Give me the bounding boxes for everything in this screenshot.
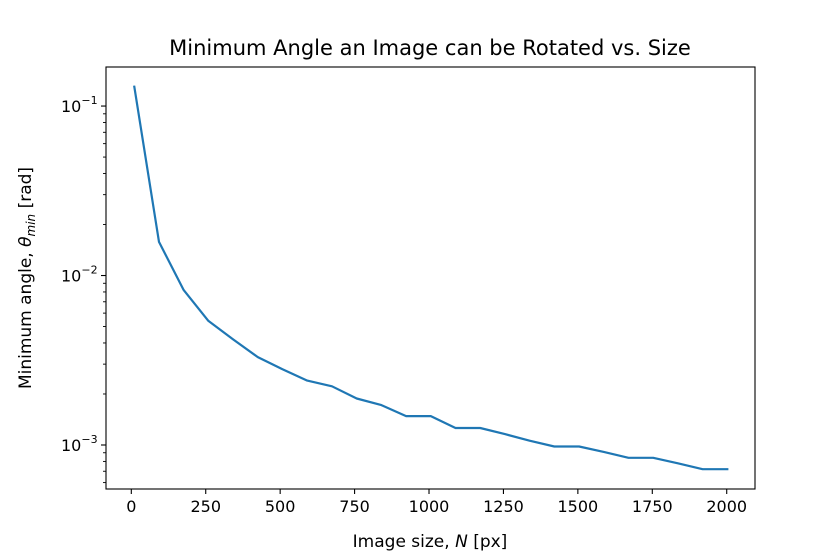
x-tick-label: 1250 bbox=[483, 497, 524, 516]
plot-area: 0 250 500 750 1000 1250 1500 1750 2000 10−3 10−2 10… bbox=[61, 66, 756, 516]
y-axis-label: Minimum angle, θmin [rad] bbox=[16, 167, 38, 389]
axes-frame bbox=[105, 66, 756, 490]
x-tick-label: 500 bbox=[265, 497, 296, 516]
x-tick-label: 250 bbox=[190, 497, 221, 516]
x-tick-label: 0 bbox=[126, 497, 136, 516]
x-tick-label: 750 bbox=[339, 497, 370, 516]
chart-title: Minimum Angle an Image can be Rotated vs… bbox=[169, 36, 691, 60]
x-tick-label: 1000 bbox=[409, 497, 450, 516]
x-tick-label: 1750 bbox=[632, 497, 673, 516]
x-tick-label: 2000 bbox=[706, 497, 747, 516]
x-axis-label: Image size, N [px] bbox=[353, 532, 508, 552]
y-tick-label: 10−3 bbox=[61, 433, 98, 455]
y-tick-label: 10−1 bbox=[61, 94, 98, 116]
series-line bbox=[133, 85, 729, 471]
x-tick-label: 1500 bbox=[558, 497, 599, 516]
y-tick-label: 10−2 bbox=[61, 264, 98, 286]
